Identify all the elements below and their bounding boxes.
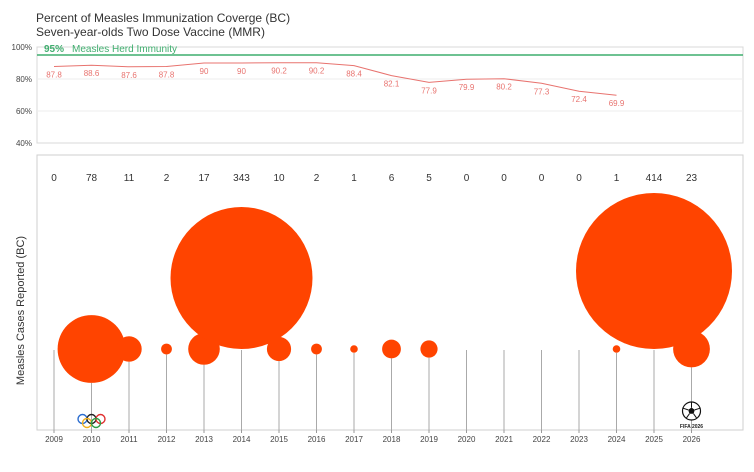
cases-count-label: 23 <box>686 173 698 184</box>
cases-plot-area <box>36 154 744 431</box>
cases-bubble <box>420 340 438 358</box>
x-tick-label: 2009 <box>45 435 63 444</box>
chart-subtitle: Seven-year-olds Two Dose Vaccine (MMR) <box>36 25 265 39</box>
cases-bubble <box>311 343 322 355</box>
cases-bubble <box>350 345 358 353</box>
cases-bubble <box>170 207 313 350</box>
cases-bubble <box>266 336 292 362</box>
cases-bubble <box>382 339 401 359</box>
x-tick-label: 2026 <box>683 435 701 444</box>
x-tick-label: 2012 <box>158 435 176 444</box>
cases-bubble <box>57 315 126 383</box>
x-tick-label: 2025 <box>645 435 663 444</box>
coverage-data-label: 87.8 <box>159 71 175 80</box>
coverage-data-label: 90 <box>200 67 209 76</box>
y-tick-label: 40% <box>16 139 32 148</box>
x-tick-label: 2010 <box>83 435 101 444</box>
y-tick-label: 80% <box>16 75 32 84</box>
olympic-rings-icon <box>77 413 106 429</box>
coverage-data-label: 87.6 <box>121 71 137 80</box>
cases-count-label: 11 <box>124 173 135 184</box>
coverage-data-label: 88.4 <box>346 70 362 79</box>
cases-count-label: 1 <box>351 173 357 184</box>
x-tick-label: 2011 <box>120 435 138 444</box>
soccer-ball-icon: FIFA 2026 <box>680 401 703 430</box>
x-tick-label: 2014 <box>233 435 251 444</box>
coverage-data-label: 72.4 <box>571 95 587 104</box>
x-tick-label: 2016 <box>308 435 326 444</box>
coverage-data-label: 87.8 <box>46 71 62 80</box>
cases-bubble <box>576 193 732 349</box>
x-tick-label: 2024 <box>608 435 626 444</box>
cases-count-label: 343 <box>233 173 250 184</box>
x-tick-label: 2020 <box>458 435 476 444</box>
cases-count-label: 78 <box>86 173 98 184</box>
x-tick-label: 2023 <box>570 435 588 444</box>
y-tick-label: 100% <box>12 43 32 52</box>
cases-count-label: 0 <box>51 173 57 184</box>
chart-title: Percent of Measles Immunization Coverge … <box>36 11 291 25</box>
cases-count-label: 5 <box>426 173 432 184</box>
coverage-line-chart: 40% 60% 80% 100% 95% Measles Herd Immunity 87.… <box>12 43 744 148</box>
herd-immunity-label: Measles Herd Immunity <box>72 44 177 55</box>
herd-immunity-percent: 95% <box>44 44 64 55</box>
cases-bubble-chart: Measles Cases Reported (BC)0200978201011… <box>15 154 744 444</box>
cases-bubble <box>161 343 172 355</box>
x-tick-label: 2021 <box>495 435 513 444</box>
coverage-data-label: 88.6 <box>84 69 100 78</box>
cases-count-label: 17 <box>198 173 210 184</box>
cases-bubble <box>116 336 142 362</box>
cases-count-label: 414 <box>646 173 663 184</box>
cases-count-label: 0 <box>464 173 470 184</box>
y-tick-label: 60% <box>16 107 32 116</box>
cases-count-label: 6 <box>389 173 395 184</box>
cases-count-label: 0 <box>501 173 507 184</box>
cases-count-label: 0 <box>576 173 582 184</box>
cases-y-axis-label: Measles Cases Reported (BC) <box>15 236 27 385</box>
coverage-data-label: 77.3 <box>534 87 550 96</box>
x-tick-label: 2013 <box>195 435 213 444</box>
fifa-label: FIFA 2026 <box>680 424 703 430</box>
cases-count-label: 2 <box>314 173 320 184</box>
coverage-data-label: 90.2 <box>309 67 325 76</box>
coverage-plot-area <box>36 46 744 144</box>
cases-count-label: 10 <box>273 173 285 184</box>
cases-count-label: 2 <box>164 173 170 184</box>
x-tick-label: 2022 <box>533 435 551 444</box>
cases-bubble <box>612 345 621 353</box>
coverage-data-label: 90.2 <box>271 67 287 76</box>
x-tick-label: 2015 <box>270 435 288 444</box>
x-tick-label: 2018 <box>383 435 401 444</box>
cases-count-label: 1 <box>614 173 620 184</box>
coverage-data-label: 90 <box>237 67 246 76</box>
coverage-series-line <box>53 62 617 96</box>
coverage-data-label: 77.9 <box>421 86 437 95</box>
x-tick-label: 2017 <box>345 435 363 444</box>
x-tick-label: 2019 <box>420 435 438 444</box>
cases-count-label: 0 <box>539 173 545 184</box>
coverage-data-label: 69.9 <box>609 99 625 108</box>
coverage-data-label: 79.9 <box>459 83 475 92</box>
coverage-data-label: 82.1 <box>384 80 400 89</box>
cases-bubble <box>673 330 710 368</box>
coverage-data-label: 80.2 <box>496 83 512 92</box>
